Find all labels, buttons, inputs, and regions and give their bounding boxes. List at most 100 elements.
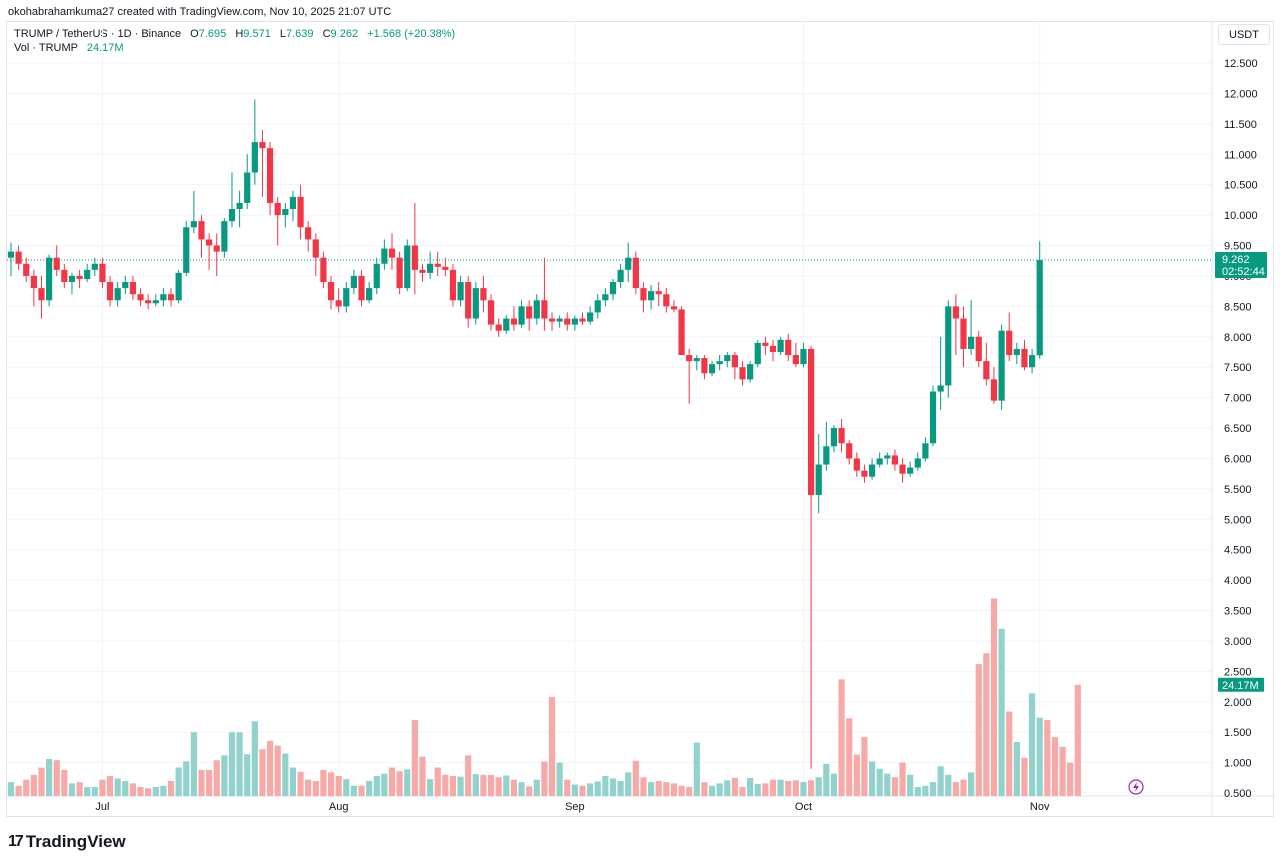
volume-bar bbox=[670, 783, 678, 796]
volume-bar bbox=[716, 783, 723, 796]
time-tick-label: Aug bbox=[329, 801, 349, 813]
volume-label[interactable]: Vol · TRUMP bbox=[14, 42, 78, 54]
price-tick-label: 4.000 bbox=[1224, 575, 1252, 587]
volume-bar bbox=[282, 753, 289, 796]
price-tick-label: 9.500 bbox=[1224, 241, 1252, 253]
open-value: 7.695 bbox=[198, 28, 227, 40]
time-axis[interactable]: Jul Aug Sep Oct Nov bbox=[95, 801, 1050, 813]
volume-bar bbox=[358, 785, 365, 796]
volume-bar bbox=[449, 776, 457, 796]
candle-body bbox=[579, 318, 586, 322]
price-tick-label: 2.500 bbox=[1224, 666, 1252, 678]
candle-body bbox=[510, 318, 518, 325]
volume-bar bbox=[739, 786, 746, 796]
candle-body bbox=[724, 355, 731, 362]
volume-bar bbox=[594, 781, 601, 796]
volume-bar bbox=[960, 779, 967, 796]
volume-bar bbox=[419, 756, 426, 796]
candle-body bbox=[533, 300, 540, 319]
last-price-value: 9.262 bbox=[1222, 254, 1250, 266]
volume-bar bbox=[907, 774, 914, 796]
candle-body bbox=[320, 257, 327, 283]
volume-bar bbox=[1059, 746, 1066, 796]
volume-bar bbox=[114, 778, 121, 796]
candle-body bbox=[206, 239, 213, 246]
candle-body bbox=[129, 282, 137, 295]
volume-bar bbox=[884, 773, 891, 796]
volume-bar bbox=[678, 785, 685, 796]
close-value: 9.262 bbox=[330, 28, 359, 40]
volume-bar bbox=[61, 769, 68, 796]
volume-bar bbox=[251, 721, 258, 796]
volume-row: Vol · TRUMP 24.17M bbox=[14, 41, 455, 55]
candle-body bbox=[503, 318, 510, 331]
candle-body bbox=[160, 294, 167, 301]
volume-bar bbox=[1013, 741, 1020, 796]
candle-body bbox=[76, 275, 83, 279]
price-tick-label: 8.500 bbox=[1224, 301, 1252, 313]
volume-bar bbox=[625, 772, 632, 796]
volume-bar bbox=[487, 774, 495, 796]
volume-bar bbox=[686, 786, 693, 796]
volume-bar bbox=[792, 780, 799, 796]
volume-bar bbox=[152, 786, 159, 796]
volume-bar bbox=[53, 760, 60, 796]
tradingview-logo[interactable]: 17 TradingView bbox=[8, 832, 126, 852]
volume-bar bbox=[68, 783, 76, 796]
candle-body bbox=[968, 336, 975, 349]
price-tick-label: 0.500 bbox=[1224, 788, 1252, 800]
candle-body bbox=[465, 282, 472, 319]
candle-body bbox=[693, 358, 700, 362]
volume-bar bbox=[937, 766, 944, 796]
candle-body bbox=[1013, 348, 1020, 356]
candle-body bbox=[396, 257, 403, 289]
candle-body bbox=[68, 275, 76, 283]
candle-body bbox=[251, 142, 258, 173]
volume-bar bbox=[1036, 717, 1043, 796]
volume-bar bbox=[495, 777, 502, 796]
candle-body bbox=[114, 288, 121, 301]
volume-bar bbox=[571, 784, 578, 796]
candle-body bbox=[556, 318, 563, 322]
currency-unit-button[interactable]: USDT bbox=[1218, 24, 1270, 45]
volume-bar bbox=[274, 745, 281, 796]
candle-body bbox=[526, 306, 533, 319]
symbol-label[interactable]: TRUMP / TetherUS · 1D · Binance bbox=[14, 28, 182, 40]
volume-bar bbox=[259, 749, 266, 796]
candle-body bbox=[244, 172, 251, 203]
volume-bar bbox=[922, 785, 929, 796]
candle-body bbox=[587, 312, 594, 322]
volume-bar bbox=[404, 769, 411, 796]
volume-bar bbox=[206, 769, 213, 796]
volume-bar bbox=[198, 769, 205, 796]
candle-body bbox=[289, 196, 297, 210]
volume-bar bbox=[693, 742, 700, 796]
candle-body bbox=[152, 300, 159, 304]
volume-bar bbox=[510, 779, 518, 796]
volume-bar bbox=[1006, 711, 1013, 796]
candle-body bbox=[358, 275, 365, 301]
candle-body bbox=[853, 458, 860, 471]
volume-bar bbox=[518, 782, 525, 796]
volume-bar bbox=[632, 760, 639, 796]
volume-bar bbox=[7, 782, 15, 796]
candle-body bbox=[907, 467, 914, 474]
volume-bar bbox=[777, 779, 784, 796]
price-axis[interactable]: 12.500 12.000 11.500 11.000 10.500 10.000 9.50… bbox=[1224, 58, 1258, 800]
volume-bar bbox=[297, 771, 304, 796]
price-tick-label: 4.500 bbox=[1224, 545, 1252, 557]
volume-bar bbox=[655, 780, 662, 796]
candle-body bbox=[975, 336, 982, 362]
volume-bar bbox=[808, 780, 815, 796]
last-volume-tag bbox=[1218, 677, 1264, 692]
candle-body bbox=[366, 288, 373, 301]
candles bbox=[7, 99, 1043, 769]
candle-body bbox=[213, 245, 220, 252]
candle-body bbox=[739, 367, 746, 380]
candle-body bbox=[167, 294, 175, 301]
volume-bar bbox=[122, 780, 129, 796]
candle-body bbox=[91, 263, 98, 270]
chart-legend: TRUMP / TetherUS · 1D · Binance O7.695 H… bbox=[14, 27, 455, 55]
candle-body bbox=[983, 361, 990, 380]
